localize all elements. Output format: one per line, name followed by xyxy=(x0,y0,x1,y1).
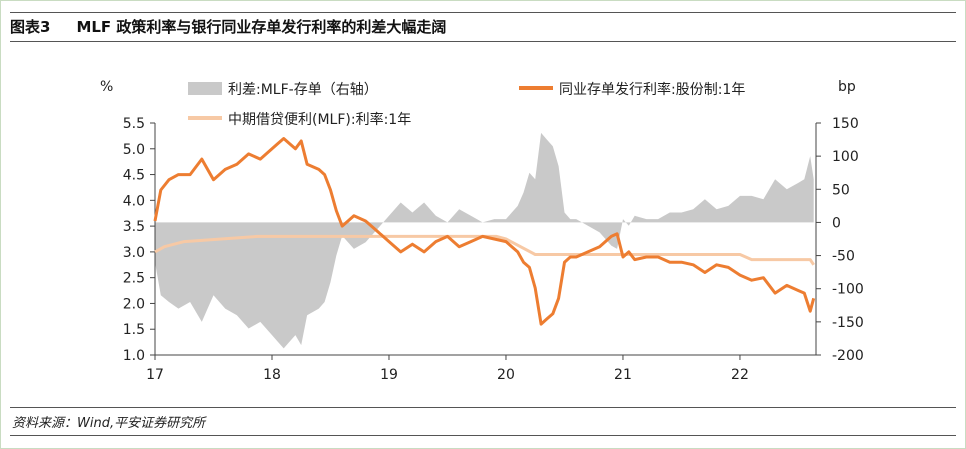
x-tick-label: 22 xyxy=(731,367,749,383)
right-tick-label: 50 xyxy=(832,182,850,198)
title-rule xyxy=(10,41,956,42)
x-tick-label: 18 xyxy=(263,367,281,383)
source-rule xyxy=(10,407,956,408)
legend-swatch-spread xyxy=(188,82,222,95)
left-tick-label: 3.0 xyxy=(123,245,145,261)
right-tick-label: -50 xyxy=(832,249,855,265)
figure-label: 图表3 xyxy=(10,17,51,36)
left-tick-label: 1.5 xyxy=(123,322,145,338)
cd-rate-line xyxy=(153,137,816,326)
source-note: 资料来源：Wind,平安证券研究所 xyxy=(12,416,206,431)
right-tick-label: -150 xyxy=(832,315,864,331)
legend-label-spread: 利差:MLF-存单（右轴） xyxy=(228,82,378,98)
right-axis-unit: bp xyxy=(838,79,856,95)
left-tick-label: 5.5 xyxy=(123,116,145,132)
x-tick-label: 20 xyxy=(497,367,515,383)
right-tick-label: -200 xyxy=(832,348,864,364)
right-tick-label: 0 xyxy=(832,215,841,231)
right-tick-label: -100 xyxy=(832,282,864,298)
x-tick-label: 17 xyxy=(146,367,164,383)
figure-header: 图表3 MLF 政策利率与银行同业存单发行利率的利差大幅走阔 xyxy=(10,13,956,39)
left-tick-label: 1.0 xyxy=(123,348,145,364)
top-rule xyxy=(10,12,956,13)
left-tick-label: 4.0 xyxy=(123,193,145,209)
left-tick-label: 2.5 xyxy=(123,271,145,287)
x-tick-label: 19 xyxy=(380,367,398,383)
bottom-rule xyxy=(10,435,956,436)
spread-area-layer xyxy=(155,132,814,349)
tick-labels-layer: 5.5 5.0 4.5 4.0 3.5 3.0 2.5 2.0 1.5 1.0 150 100 50 0 -… xyxy=(100,79,864,383)
legend-label-cd-rate: 同业存单发行利率:股份制:1年 xyxy=(559,81,745,98)
mlf-rate-line xyxy=(154,234,815,266)
left-tick-label: 2.0 xyxy=(123,296,145,312)
left-axis-unit: % xyxy=(100,79,113,95)
right-tick-label: 100 xyxy=(832,149,859,165)
spread-area xyxy=(155,132,814,349)
axes-layer xyxy=(150,122,821,360)
left-tick-label: 4.5 xyxy=(123,168,145,184)
line-layer xyxy=(153,137,816,326)
left-tick-label: 5.0 xyxy=(123,142,145,158)
x-tick-label: 21 xyxy=(614,367,632,383)
left-tick-label: 3.5 xyxy=(123,219,145,235)
figure-title: MLF 政策利率与银行同业存单发行利率的利差大幅走阔 xyxy=(76,17,447,36)
legend: 利差:MLF-存单（右轴） 同业存单发行利率:股份制:1年中期借贷便利(MLF):… xyxy=(188,81,745,128)
right-tick-label: 150 xyxy=(832,116,859,132)
legend-label-mlf: 中期借贷便利(MLF):利率:1年 xyxy=(228,111,411,128)
